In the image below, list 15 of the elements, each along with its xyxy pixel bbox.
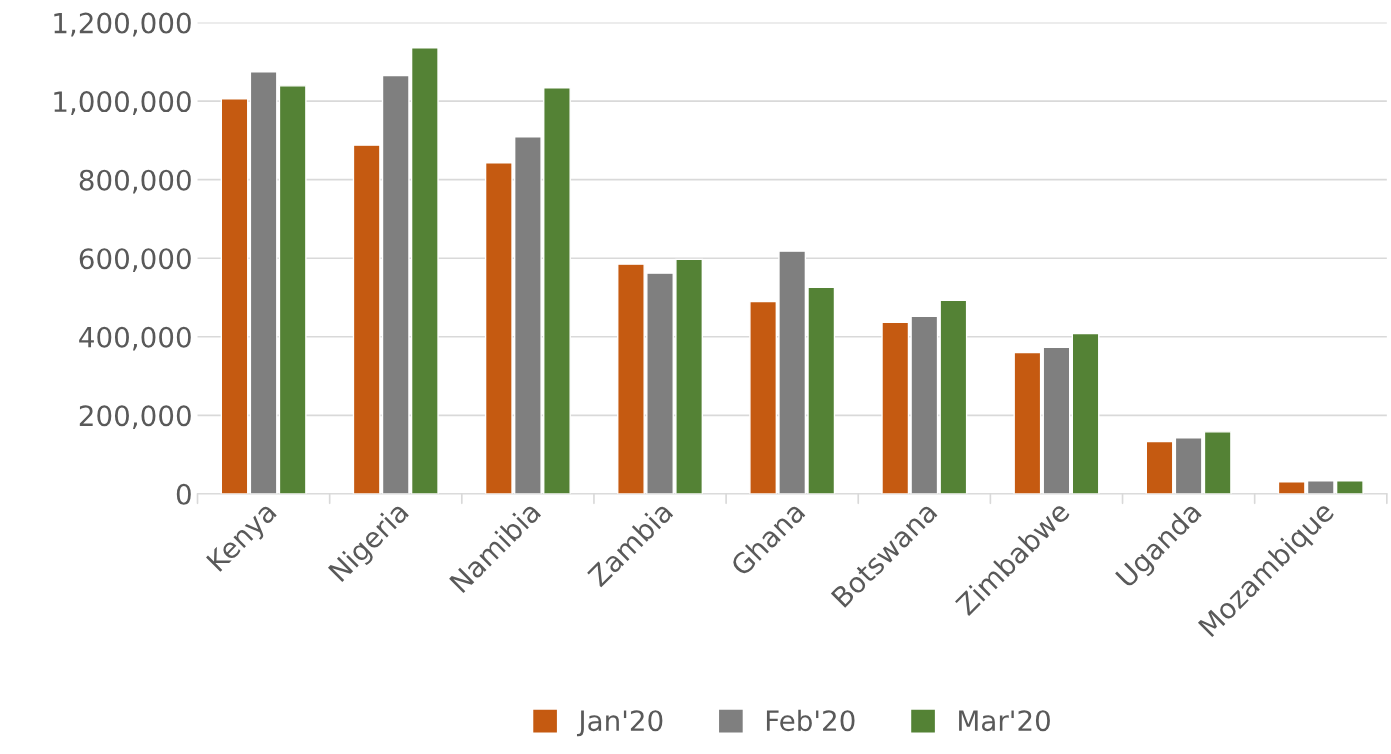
y-tick-label: 400,000	[79, 326, 191, 351]
legend-label: Jan'20	[576, 710, 663, 737]
y-tick-label: 200,000	[79, 405, 191, 430]
bar	[1145, 440, 1174, 494]
y-tick-label: 0	[176, 483, 191, 505]
legend-label: Feb'20	[766, 709, 855, 732]
y-tick-label: 600,000	[79, 248, 191, 273]
y-tick-label: 1,200,000	[54, 12, 191, 37]
bar	[1071, 332, 1100, 494]
legend-label: Mar'20	[959, 710, 1050, 732]
bar	[220, 98, 249, 494]
y-tick-label: 1,000,000	[54, 91, 191, 115]
bar	[1042, 346, 1071, 494]
bar	[1013, 351, 1042, 494]
y-tick-label: 800,000	[79, 169, 191, 194]
